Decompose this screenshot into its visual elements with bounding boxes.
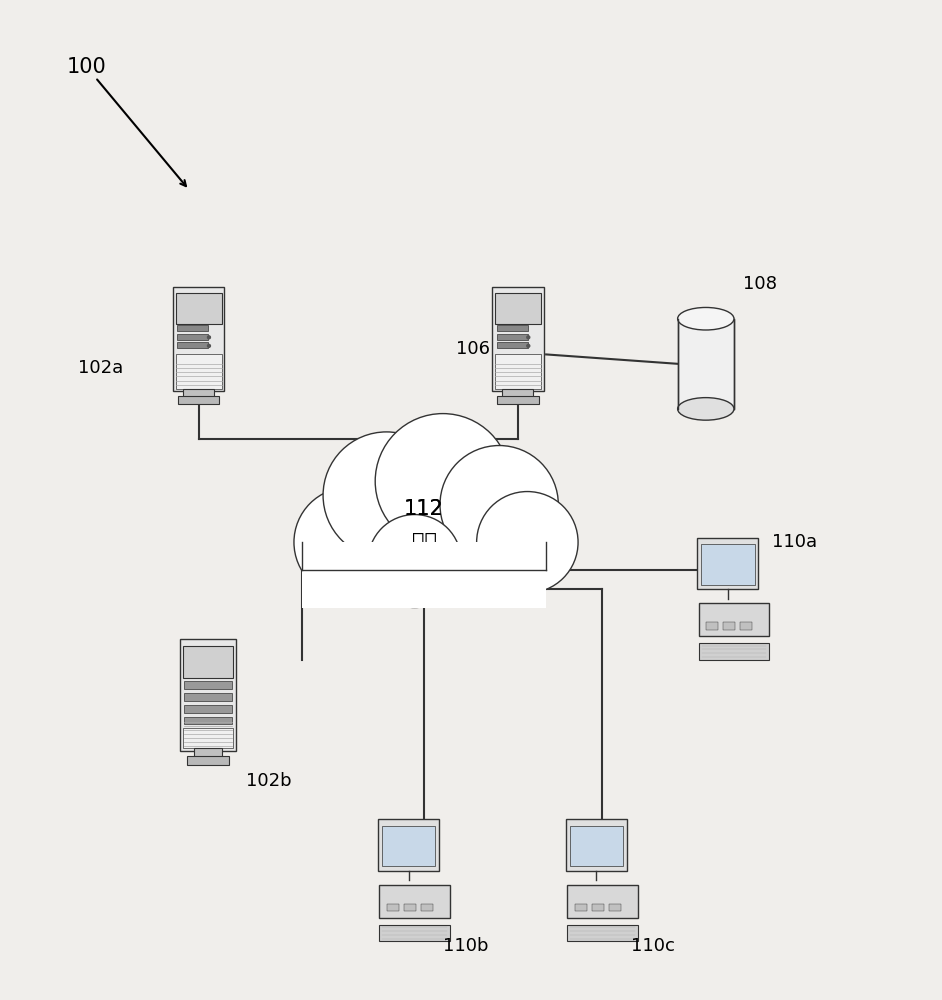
FancyBboxPatch shape — [575, 904, 587, 911]
FancyBboxPatch shape — [177, 342, 208, 348]
FancyBboxPatch shape — [382, 826, 435, 866]
Text: 110a: 110a — [771, 533, 817, 551]
Circle shape — [207, 344, 210, 347]
Text: 112: 112 — [404, 499, 444, 519]
Circle shape — [477, 492, 578, 593]
Text: 100: 100 — [67, 57, 106, 77]
Text: 108: 108 — [743, 275, 777, 293]
FancyBboxPatch shape — [495, 293, 541, 324]
FancyBboxPatch shape — [592, 904, 604, 911]
FancyBboxPatch shape — [567, 885, 638, 918]
FancyBboxPatch shape — [380, 885, 450, 918]
FancyBboxPatch shape — [180, 639, 236, 751]
Ellipse shape — [677, 307, 734, 330]
FancyBboxPatch shape — [177, 334, 208, 340]
FancyBboxPatch shape — [380, 925, 450, 941]
Ellipse shape — [677, 398, 734, 420]
FancyBboxPatch shape — [387, 904, 399, 911]
FancyBboxPatch shape — [184, 705, 233, 713]
Circle shape — [294, 487, 404, 597]
FancyBboxPatch shape — [404, 904, 416, 911]
FancyBboxPatch shape — [183, 389, 214, 397]
FancyBboxPatch shape — [184, 681, 233, 689]
Text: 110c: 110c — [630, 937, 674, 955]
Circle shape — [323, 432, 450, 559]
FancyBboxPatch shape — [496, 325, 528, 331]
FancyBboxPatch shape — [172, 287, 224, 391]
FancyBboxPatch shape — [187, 756, 229, 765]
FancyBboxPatch shape — [570, 826, 624, 866]
FancyBboxPatch shape — [495, 354, 541, 389]
FancyBboxPatch shape — [677, 319, 734, 409]
FancyBboxPatch shape — [567, 925, 638, 941]
FancyBboxPatch shape — [706, 622, 719, 630]
Circle shape — [207, 336, 210, 339]
FancyBboxPatch shape — [183, 646, 234, 678]
FancyBboxPatch shape — [697, 538, 758, 589]
FancyBboxPatch shape — [183, 728, 234, 748]
FancyBboxPatch shape — [740, 622, 753, 630]
FancyBboxPatch shape — [302, 542, 546, 608]
Text: 106: 106 — [456, 340, 490, 358]
FancyBboxPatch shape — [723, 622, 736, 630]
FancyBboxPatch shape — [701, 544, 755, 585]
Circle shape — [440, 446, 559, 564]
FancyBboxPatch shape — [194, 748, 222, 757]
Circle shape — [375, 414, 511, 549]
FancyBboxPatch shape — [177, 325, 208, 331]
Text: 112: 112 — [404, 499, 444, 519]
FancyBboxPatch shape — [496, 334, 528, 340]
FancyBboxPatch shape — [378, 819, 439, 871]
Text: 102a: 102a — [78, 359, 123, 377]
Text: 网络: 网络 — [412, 532, 436, 552]
FancyBboxPatch shape — [175, 354, 221, 389]
FancyBboxPatch shape — [496, 342, 528, 348]
FancyBboxPatch shape — [699, 603, 770, 636]
FancyBboxPatch shape — [609, 904, 621, 911]
Circle shape — [368, 515, 462, 608]
FancyBboxPatch shape — [566, 819, 627, 871]
Text: 102b: 102b — [246, 772, 291, 790]
FancyBboxPatch shape — [497, 396, 539, 404]
FancyBboxPatch shape — [421, 904, 433, 911]
FancyBboxPatch shape — [699, 643, 770, 660]
FancyBboxPatch shape — [184, 693, 233, 701]
Circle shape — [527, 344, 529, 347]
FancyBboxPatch shape — [175, 293, 221, 324]
FancyBboxPatch shape — [184, 717, 233, 724]
FancyBboxPatch shape — [492, 287, 544, 391]
FancyBboxPatch shape — [502, 389, 533, 397]
Circle shape — [527, 336, 529, 339]
Text: 110b: 110b — [443, 937, 488, 955]
FancyBboxPatch shape — [178, 396, 219, 404]
